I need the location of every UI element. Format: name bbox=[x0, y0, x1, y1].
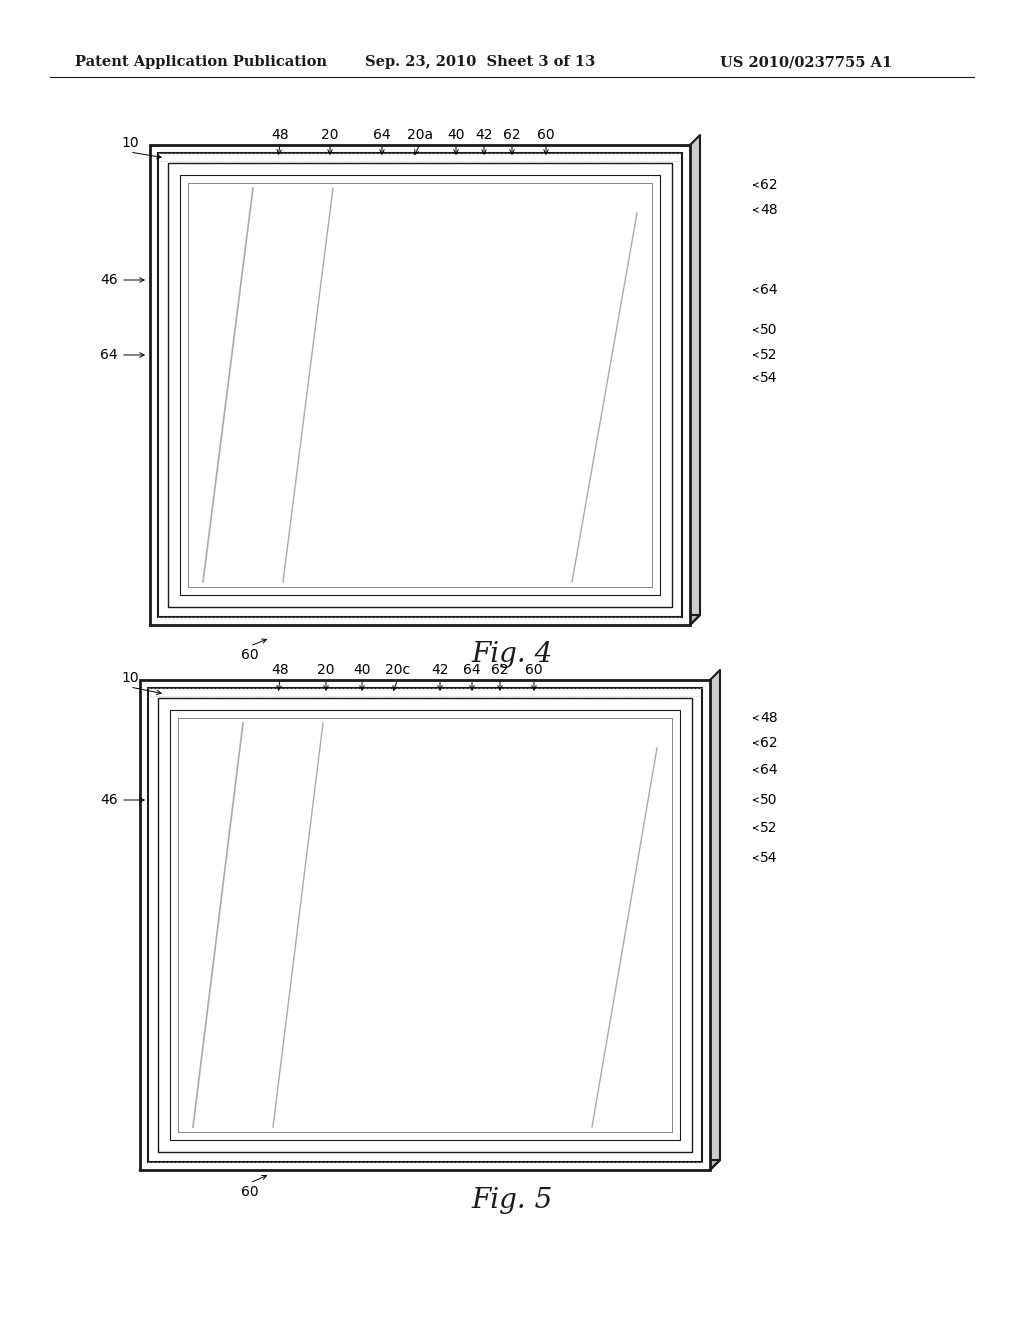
Text: 64: 64 bbox=[463, 663, 481, 677]
Text: 20c: 20c bbox=[385, 663, 411, 677]
Text: Fig. 4: Fig. 4 bbox=[471, 642, 553, 668]
Text: 10: 10 bbox=[121, 136, 139, 150]
Text: 48: 48 bbox=[271, 663, 289, 677]
Polygon shape bbox=[710, 671, 720, 1170]
Text: Patent Application Publication: Patent Application Publication bbox=[75, 55, 327, 69]
Text: US 2010/0237755 A1: US 2010/0237755 A1 bbox=[720, 55, 892, 69]
Text: 52: 52 bbox=[760, 348, 777, 362]
Text: 48: 48 bbox=[271, 128, 289, 143]
Bar bbox=[180, 176, 660, 595]
Text: 60: 60 bbox=[538, 128, 555, 143]
Text: 52: 52 bbox=[760, 821, 777, 836]
Text: 62: 62 bbox=[760, 737, 777, 750]
Bar bbox=[178, 718, 672, 1133]
Text: 48: 48 bbox=[760, 203, 777, 216]
Text: 62: 62 bbox=[503, 128, 521, 143]
Text: 64: 64 bbox=[760, 763, 777, 777]
Bar bbox=[188, 183, 652, 587]
Polygon shape bbox=[140, 1160, 720, 1170]
Bar bbox=[150, 145, 690, 624]
Bar bbox=[158, 698, 692, 1152]
Text: 54: 54 bbox=[760, 371, 777, 385]
Text: 64: 64 bbox=[100, 348, 118, 362]
Text: 62: 62 bbox=[492, 663, 509, 677]
Text: 46: 46 bbox=[100, 273, 118, 286]
Text: 48: 48 bbox=[760, 711, 777, 725]
Text: 60: 60 bbox=[525, 663, 543, 677]
Text: 40: 40 bbox=[447, 128, 465, 143]
Bar bbox=[168, 162, 672, 607]
Text: 42: 42 bbox=[431, 663, 449, 677]
Text: 64: 64 bbox=[373, 128, 391, 143]
Bar bbox=[158, 153, 682, 616]
Text: 20a: 20a bbox=[407, 128, 433, 143]
Text: 46: 46 bbox=[100, 793, 118, 807]
Bar bbox=[148, 688, 702, 1162]
Text: 20: 20 bbox=[317, 663, 335, 677]
Text: Fig. 5: Fig. 5 bbox=[471, 1187, 553, 1213]
Text: Sep. 23, 2010  Sheet 3 of 13: Sep. 23, 2010 Sheet 3 of 13 bbox=[365, 55, 595, 69]
Text: 40: 40 bbox=[353, 663, 371, 677]
Bar bbox=[140, 680, 710, 1170]
Text: 42: 42 bbox=[475, 128, 493, 143]
Bar bbox=[170, 710, 680, 1140]
Text: 50: 50 bbox=[760, 793, 777, 807]
Polygon shape bbox=[690, 135, 700, 624]
Text: 60: 60 bbox=[242, 1185, 259, 1199]
Text: 60: 60 bbox=[242, 648, 259, 663]
Polygon shape bbox=[150, 615, 700, 624]
Text: 64: 64 bbox=[760, 282, 777, 297]
Text: 62: 62 bbox=[760, 178, 777, 191]
Text: 10: 10 bbox=[121, 671, 139, 685]
Text: 20: 20 bbox=[322, 128, 339, 143]
Text: 54: 54 bbox=[760, 851, 777, 865]
Text: 50: 50 bbox=[760, 323, 777, 337]
